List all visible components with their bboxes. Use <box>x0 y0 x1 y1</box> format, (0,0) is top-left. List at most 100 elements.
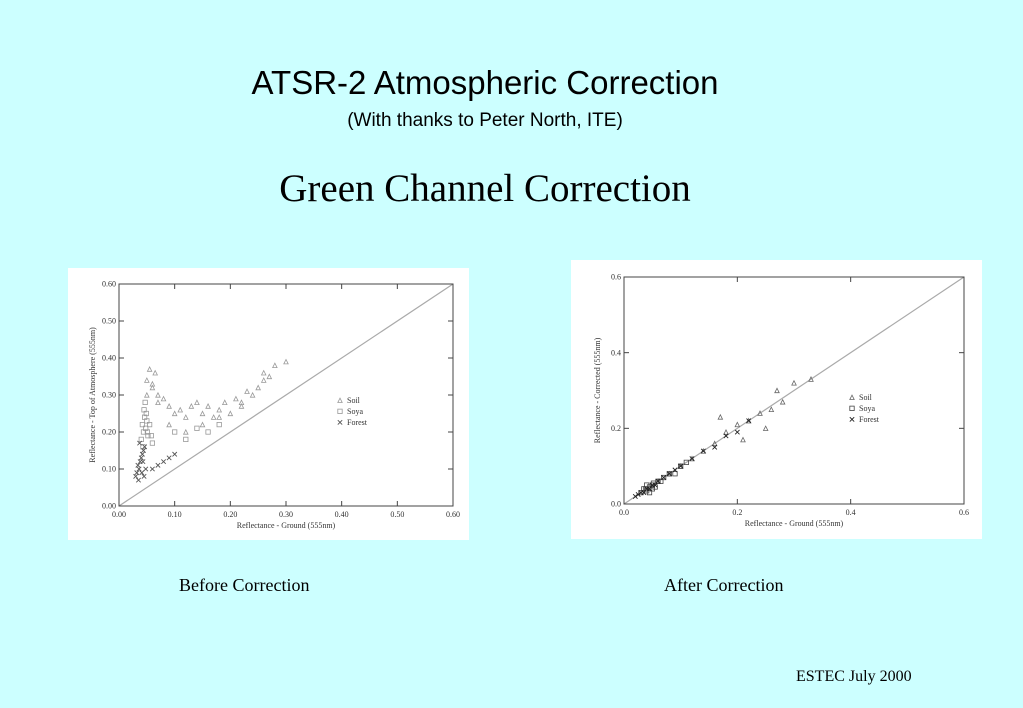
x-tick-label: 0.20 <box>223 510 237 519</box>
data-point-soil <box>143 377 150 383</box>
data-point-soya <box>644 482 650 488</box>
data-point-soya <box>149 440 155 446</box>
y-tick-label: 0.0 <box>611 500 621 509</box>
data-point-soil <box>337 397 343 403</box>
data-point-forest <box>137 440 143 446</box>
plot-frame <box>623 276 965 505</box>
data-point-forest <box>135 477 142 483</box>
data-point-soya <box>666 471 672 477</box>
data-point-soil <box>155 399 161 406</box>
data-point-soil <box>160 395 167 402</box>
data-point-forest <box>635 492 641 498</box>
footer-text: ESTEC July 2000 <box>796 668 912 685</box>
data-point-forest <box>849 416 855 422</box>
data-point-soil <box>149 380 156 387</box>
data-point-soil <box>238 399 245 406</box>
data-point-soil <box>166 403 172 409</box>
data-point-soil <box>216 406 223 413</box>
data-point-soil <box>272 362 278 368</box>
data-point-soya <box>849 405 855 411</box>
data-point-soil <box>199 421 206 428</box>
x-tick-label: 0.0 <box>619 508 629 517</box>
data-point-soil <box>199 410 206 417</box>
data-point-soya <box>216 421 222 428</box>
data-point-soya <box>143 425 149 431</box>
chart-after-correction: 0.0 0.2 0.4 0.6 0.0 0.2 0.4 0.6 Reflectance - Gr… <box>571 260 982 539</box>
data-point-soil <box>768 406 775 413</box>
data-point-soil <box>155 391 161 398</box>
data-point-soil <box>757 410 763 416</box>
data-point-soil <box>216 414 223 420</box>
x-tick-label: 0.60 <box>446 510 460 519</box>
x-tick-label: 0.10 <box>168 510 182 519</box>
data-point-soya <box>661 474 667 481</box>
x-tick-label: 0.00 <box>112 510 126 519</box>
x-axis-label: Reflectance - Ground (555nm) <box>745 519 844 528</box>
data-point-forest <box>734 429 740 435</box>
y-tick-label: 0.50 <box>102 317 116 326</box>
y-tick-label: 0.2 <box>611 424 621 433</box>
x-tick-label: 0.30 <box>279 510 293 519</box>
data-point-soil <box>177 406 184 413</box>
data-point-soil <box>233 395 239 402</box>
data-point-forest <box>166 455 172 461</box>
data-point-soya <box>183 436 189 442</box>
data-point-soya <box>144 429 150 435</box>
x-tick-label: 0.2 <box>732 508 742 517</box>
x-axis-label: Reflectance - Ground (555nm) <box>237 521 336 530</box>
data-point-soya <box>145 433 151 439</box>
legend-label-forest: Forest <box>347 418 368 427</box>
data-point-forest <box>161 459 167 465</box>
data-point-forest <box>149 466 155 472</box>
data-point-soya <box>139 421 145 428</box>
section-title: Green Channel Correction <box>279 167 691 210</box>
y-tick-label: 0.6 <box>611 273 621 282</box>
data-point-soya <box>144 418 150 424</box>
y-tick-label: 0.4 <box>611 348 621 357</box>
data-point-forest <box>143 466 149 472</box>
data-point-forest <box>138 455 144 461</box>
data-point-forest <box>172 451 178 457</box>
data-point-soil <box>689 455 695 462</box>
x-tick-label: 0.40 <box>335 510 349 519</box>
data-point-forest <box>135 462 141 468</box>
y-tick-label: 0.20 <box>102 428 116 437</box>
data-point-soya <box>148 433 154 439</box>
data-point-soil <box>188 403 195 409</box>
data-point-soya <box>678 463 684 469</box>
data-point-soil <box>182 414 189 420</box>
legend-label-soya: Soya <box>347 407 363 416</box>
data-point-soya <box>205 429 211 435</box>
y-tick-label: 0.60 <box>102 280 116 289</box>
y-tick-label: 0.30 <box>102 391 116 400</box>
data-point-soil <box>740 436 746 443</box>
caption-after: After Correction <box>664 575 784 595</box>
data-point-soil <box>260 369 267 376</box>
data-point-soil <box>260 377 267 383</box>
data-point-forest <box>139 470 145 476</box>
chart-after-svg: 0.0 0.2 0.4 0.6 0.0 0.2 0.4 0.6 Reflectance - Gr… <box>593 273 969 528</box>
y-axis-label: Reflectance - Corrected (555nm) <box>593 337 602 443</box>
slide-subtitle: (With thanks to Peter North, ITE) <box>347 110 623 131</box>
data-point-soil <box>723 429 729 435</box>
data-point-soil <box>146 366 153 372</box>
data-point-forest <box>689 456 695 462</box>
data-point-soil <box>171 410 178 417</box>
chart-before-svg: 0.00 0.10 0.20 0.30 0.40 0.50 0.60 0.00 0.10 0.20… <box>88 280 460 530</box>
data-point-forest <box>141 473 147 479</box>
chart-before-correction: 0.00 0.10 0.20 0.30 0.40 0.50 0.60 0.00 0.10 0.20… <box>68 268 469 540</box>
data-point-soil <box>774 387 780 394</box>
data-point-soil <box>194 399 200 406</box>
data-point-soil <box>717 413 724 420</box>
data-point-forest <box>746 418 752 424</box>
data-point-soil <box>734 421 741 428</box>
x-tick-label: 0.4 <box>846 508 856 517</box>
data-point-forest <box>134 470 140 476</box>
data-point-forest <box>672 467 678 473</box>
data-point-forest <box>661 474 667 481</box>
data-point-soil <box>283 358 289 365</box>
data-point-soil <box>745 417 752 424</box>
data-point-forest <box>700 448 706 454</box>
data-point-soil <box>182 428 189 435</box>
slide-title: ATSR-2 Atmospheric Correction <box>251 64 719 101</box>
